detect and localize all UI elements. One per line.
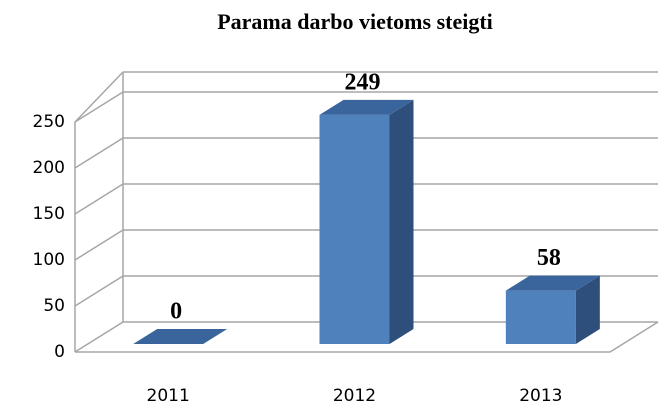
grid-line [74, 275, 658, 307]
bar-top [133, 329, 228, 344]
bar-front [505, 290, 576, 344]
grid-line [74, 183, 658, 215]
grid-line [74, 229, 658, 261]
chart-title: Parama darbo vietoms steigti [217, 9, 493, 34]
x-tick-label: 2011 [147, 386, 190, 406]
bar-side [389, 99, 414, 344]
y-tick-label: 50 [43, 296, 65, 316]
y-tick-label: 250 [33, 112, 65, 132]
data-label: 58 [537, 245, 561, 271]
y-tick-label: 0 [54, 342, 65, 362]
y-tick-label: 200 [33, 158, 65, 178]
grid-line [74, 91, 658, 123]
wall-top [74, 71, 124, 123]
data-label: 249 [345, 69, 381, 95]
floor-edge [75, 321, 659, 353]
bar-side [575, 275, 600, 344]
grid-line [74, 321, 658, 353]
y-tick-label: 100 [33, 250, 65, 270]
data-label: 0 [170, 299, 182, 325]
grid-line [74, 137, 658, 169]
x-tick-label: 2012 [333, 386, 376, 406]
bar-front [319, 114, 390, 344]
bar-top [319, 99, 414, 115]
y-tick-label: 150 [33, 204, 65, 224]
x-tick-label: 2013 [519, 386, 562, 406]
bar-top [505, 275, 600, 291]
